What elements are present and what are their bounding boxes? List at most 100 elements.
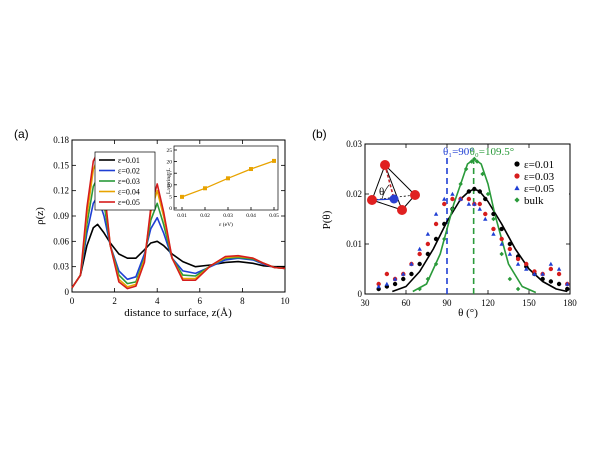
panel-b-point (472, 156, 477, 162)
panel-b-xtick-label: 60 (402, 298, 412, 308)
panel-a-ytick-label: 0 (65, 287, 70, 297)
panel-b-point (548, 279, 554, 284)
panel-b-point (433, 236, 439, 242)
inset-ylabel: Layering, L (166, 167, 172, 194)
panel-b-ytick-label: 0 (358, 289, 363, 299)
panel-b-legend-box (511, 158, 569, 208)
panel-a-ytick-label: 0.12 (53, 186, 69, 196)
panel-b-point (540, 276, 545, 282)
panel-a-legend-label: ε=0.02 (118, 167, 140, 176)
panel-b-point (474, 159, 480, 164)
panel-b-point (515, 256, 521, 262)
panel-b-point (507, 241, 513, 247)
panel-b-xtick-label: 150 (522, 298, 536, 308)
panel-a-legend: ε=0.01 ε=0.02ε=0.03 ε=0.04ε=0.05 (94, 151, 156, 211)
panel-b-point (384, 271, 390, 277)
panel-b-point (433, 211, 439, 216)
panel-b-point (556, 266, 562, 271)
panel-b-point (472, 201, 477, 206)
panel-b-point (425, 251, 431, 257)
panel-a-xtick-label: 10 (281, 296, 291, 306)
inset-point (203, 186, 207, 191)
panel-b-label: (b) (312, 127, 327, 141)
panel-b-point (499, 226, 504, 232)
panel-b-point (469, 159, 474, 164)
inset-point (226, 176, 230, 181)
panel-b-point (477, 201, 482, 207)
inset-xtick-label: 0.01 (177, 213, 187, 219)
inset-ytick-label: 20 (167, 160, 173, 166)
panel-b-xtick-label: 90 (443, 298, 453, 308)
panel-b-point (491, 216, 496, 222)
atom-bottom (397, 205, 407, 215)
panel-b-point (450, 191, 455, 196)
panel-a-inset: Layering, L ε (eV) 0.01 0.02 0.03 0.04 0.050… (166, 145, 280, 228)
panel-b-point (376, 281, 381, 287)
panel-b-point (480, 171, 485, 177)
molecule-bond (371, 199, 403, 211)
molecule-bond (384, 164, 416, 196)
panel-b-point (442, 221, 447, 227)
panel-b-ylabel: P(θ) (321, 210, 333, 229)
panel-b-point (556, 271, 562, 277)
panel-b-point (507, 246, 513, 252)
inset-ytick-label: 25 (167, 148, 173, 154)
panel-b-point (458, 196, 463, 201)
panel-b-ytick-label: 0.03 (346, 139, 362, 149)
inset-ticks: 0.01 0.02 0.03 0.04 0.05 0 5 10 15 20 25 (167, 148, 280, 219)
panel-b-legend-marker (514, 197, 520, 203)
panel-b-point (472, 186, 477, 192)
panel-b-reference-lines: θ₁=90°θ₀=109.5° (443, 146, 514, 294)
panel-b-point (507, 251, 513, 256)
panel-b-point (433, 221, 439, 227)
inset-xtick-label: 0.03 (223, 213, 233, 219)
panel-a-xtick-label: 8 (240, 296, 245, 306)
panel-a-xtick-label: 2 (112, 296, 117, 306)
panel-b-point (485, 191, 491, 197)
inset-xtick-label: 0.02 (200, 213, 210, 219)
inset-series (180, 158, 276, 199)
panel-b-point (477, 189, 482, 194)
panel-b-point (515, 261, 521, 266)
inset-ytick-label: 5 (169, 194, 172, 200)
panel-b-point (466, 189, 472, 194)
inset-xtick-label: 0.04 (246, 213, 256, 219)
panel-a-ytick-label: 0.15 (53, 160, 69, 170)
inset-point (249, 167, 253, 172)
panel-b-xlabel: θ (°) (458, 307, 478, 319)
panel-a-xtick-label: 6 (198, 296, 203, 306)
inset-xlabel: ε (eV) (219, 221, 233, 228)
panel-a-xlabel: distance to surface, z(Å) (124, 307, 232, 319)
panel-b-point (532, 271, 537, 276)
panel-a-ticks: 0 2 4 6 8 10 0 0.03 0.06 0.09 0.12 0.15 0.18 (53, 135, 290, 306)
panel-b-point (401, 271, 406, 276)
panel-a-legend-label: ε=0.05 (118, 198, 140, 207)
panel-b-point (458, 181, 463, 187)
panel-b-point (466, 196, 472, 202)
panel-b-point (409, 261, 414, 266)
panel-a-xtick-label: 0 (70, 296, 75, 306)
inset-point (180, 194, 184, 199)
panel-b-ytick-label: 0.01 (346, 239, 362, 249)
panel-b-point (524, 266, 529, 271)
panel-a-label: (a) (14, 127, 29, 141)
panel-a-ytick-label: 0.06 (53, 236, 69, 246)
panel-a-ytick-label: 0.03 (53, 262, 69, 272)
panel-b-point (425, 241, 431, 247)
panel-b-point (483, 211, 488, 217)
panel-b-point (532, 269, 537, 274)
panel-b-xtick-label: 30 (361, 298, 371, 308)
atom-center (389, 194, 399, 204)
atom-left (367, 195, 377, 205)
panel-b-point (491, 211, 496, 217)
panel-b-point (442, 201, 447, 207)
panel-a-legend-label: ε=0.01 (118, 156, 140, 165)
molecule-angle-arm (384, 164, 395, 200)
panel-b-point (392, 281, 398, 287)
panel-b-point (499, 241, 504, 246)
panel-b-point (417, 286, 422, 292)
panel-b-ytick-label: 0.02 (346, 189, 362, 199)
panel-b-legend-label: ε=0.03 (524, 171, 555, 183)
